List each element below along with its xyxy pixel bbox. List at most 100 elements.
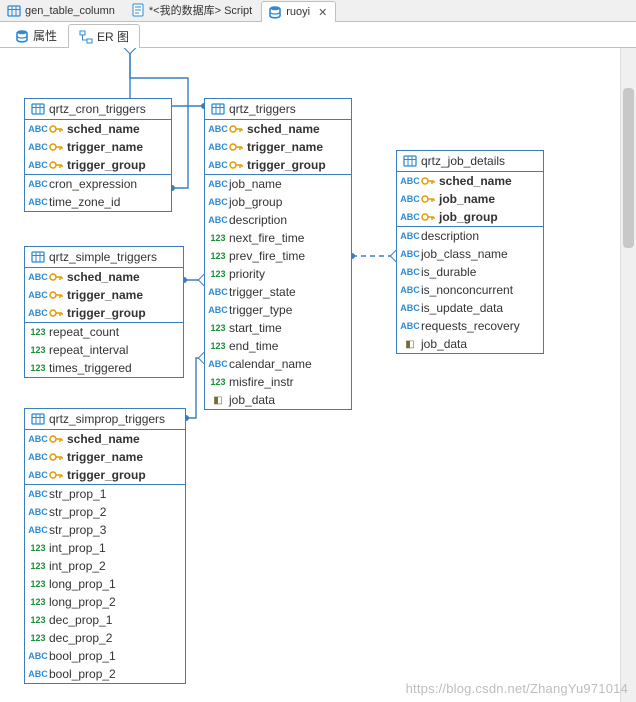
column-name: trigger_name [247,140,323,154]
column-row[interactable]: 123times_triggered [25,359,183,377]
column-name: description [229,213,287,227]
numeric-type-icon: 123 [31,595,45,609]
column-row[interactable]: ABCtime_zone_id [25,193,171,211]
text-type-icon: ABC [31,505,45,519]
column-row[interactable]: 123next_fire_time [205,229,351,247]
column-row[interactable]: ABCtrigger_group [25,466,185,484]
column-row[interactable]: 123repeat_count [25,322,183,341]
table-qrtz_simple_triggers[interactable]: qrtz_simple_triggersABCsched_nameABCtrig… [24,246,184,378]
column-row[interactable]: ABCjob_class_name [397,245,543,263]
column-row[interactable]: ABCrequests_recovery [397,317,543,335]
column-row[interactable]: ABCcalendar_name [205,355,351,373]
column-row[interactable]: 123int_prop_2 [25,557,185,575]
column-row[interactable]: ABCjob_name [205,174,351,193]
column-row[interactable]: ABCsched_name [25,430,185,448]
text-type-icon: ABC [403,247,417,261]
column-row[interactable]: ABCtrigger_name [25,138,171,156]
column-row[interactable]: ABCjob_name [397,190,543,208]
table-header[interactable]: qrtz_simple_triggers [25,247,183,268]
column-row[interactable]: ABCsched_name [25,120,171,138]
column-name: trigger_type [229,303,292,317]
editor-tab-0[interactable]: gen_table_column [0,0,124,21]
column-name: bool_prop_2 [49,667,116,681]
column-row[interactable]: ABCtrigger_type [205,301,351,319]
text-type-icon: ABC [211,122,225,136]
vertical-scrollbar[interactable] [620,48,636,702]
column-row[interactable]: ABCstr_prop_2 [25,503,185,521]
text-type-icon: ABC [211,213,225,227]
column-row[interactable]: ABCis_update_data [397,299,543,317]
column-row[interactable]: ABCtrigger_group [25,304,183,322]
column-row[interactable]: ABCtrigger_name [25,286,183,304]
table-rows: ABCsched_nameABCtrigger_nameABCtrigger_g… [25,120,171,211]
column-row[interactable]: ABCsched_name [397,172,543,190]
column-name: trigger_group [67,468,146,482]
table-rows: ABCsched_nameABCjob_nameABCjob_groupABCd… [397,172,543,353]
editor-tab-1[interactable]: *<我的数据库> Script [124,0,261,21]
column-row[interactable]: ABCbool_prop_2 [25,665,185,683]
table-qrtz_cron_triggers[interactable]: qrtz_cron_triggersABCsched_nameABCtrigge… [24,98,172,212]
text-type-icon: ABC [31,523,45,537]
column-name: description [421,229,479,243]
table-qrtz_simprop_triggers[interactable]: qrtz_simprop_triggersABCsched_nameABCtri… [24,408,186,684]
column-row[interactable]: ◧job_data [205,391,351,409]
column-row[interactable]: 123long_prop_2 [25,593,185,611]
db-icon [15,29,29,43]
table-header[interactable]: qrtz_cron_triggers [25,99,171,120]
numeric-type-icon: 123 [211,375,225,389]
column-row[interactable]: 123int_prop_1 [25,539,185,557]
table-header[interactable]: qrtz_job_details [397,151,543,172]
column-name: bool_prop_1 [49,649,116,663]
column-name: dec_prop_2 [49,631,112,645]
numeric-type-icon: 123 [211,339,225,353]
column-row[interactable]: ABCis_nonconcurrent [397,281,543,299]
column-row[interactable]: ABCtrigger_state [205,283,351,301]
column-row[interactable]: ABCtrigger_name [25,448,185,466]
column-row[interactable]: 123misfire_instr [205,373,351,391]
close-icon[interactable]: ✕ [318,6,327,19]
column-row[interactable]: ◧job_data [397,335,543,353]
column-row[interactable]: ABCtrigger_group [25,156,171,174]
subtab-1[interactable]: ER 图 [68,24,140,48]
table-header[interactable]: qrtz_triggers [205,99,351,120]
column-row[interactable]: ABCjob_group [205,193,351,211]
text-type-icon: ABC [403,265,417,279]
column-row[interactable]: ABCsched_name [25,268,183,286]
column-name: trigger_name [67,288,143,302]
column-row[interactable]: ABCis_durable [397,263,543,281]
column-row[interactable]: ABCcron_expression [25,174,171,193]
column-row[interactable]: 123repeat_interval [25,341,183,359]
column-row[interactable]: 123priority [205,265,351,283]
text-type-icon: ABC [31,649,45,663]
table-qrtz_job_details[interactable]: qrtz_job_detailsABCsched_nameABCjob_name… [396,150,544,354]
subtab-0[interactable]: 属性 [4,23,68,47]
er-canvas[interactable]: https://blog.csdn.net/ZhangYu971014 qrtz… [0,48,636,702]
column-name: is_update_data [421,301,503,315]
column-row[interactable]: 123end_time [205,337,351,355]
table-qrtz_triggers[interactable]: qrtz_triggersABCsched_nameABCtrigger_nam… [204,98,352,410]
column-row[interactable]: ABC description [205,211,351,229]
column-row[interactable]: ABCstr_prop_1 [25,484,185,503]
column-row[interactable]: ABC bool_prop_1 [25,647,185,665]
column-row[interactable]: 123dec_prop_2 [25,629,185,647]
column-name: cron_expression [49,177,137,191]
table-icon [211,102,225,116]
column-name: trigger_name [67,450,143,464]
column-row[interactable]: ABCtrigger_group [205,156,351,174]
column-row[interactable]: 123prev_fire_time [205,247,351,265]
column-row[interactable]: ABCtrigger_name [205,138,351,156]
editor-tab-2[interactable]: ruoyi✕ [261,1,336,22]
column-row[interactable]: ABCsched_name [205,120,351,138]
column-name: sched_name [67,270,140,284]
column-row[interactable]: ABCjob_group [397,208,543,226]
column-name: priority [229,267,265,281]
scrollbar-thumb[interactable] [623,88,634,248]
column-row[interactable]: ABCstr_prop_3 [25,521,185,539]
column-name: long_prop_1 [49,577,116,591]
column-row[interactable]: 123start_time [205,319,351,337]
pk-key-icon [421,174,435,188]
column-row[interactable]: 123dec_prop_1 [25,611,185,629]
table-header[interactable]: qrtz_simprop_triggers [25,409,185,430]
column-row[interactable]: 123long_prop_1 [25,575,185,593]
column-row[interactable]: ABCdescription [397,226,543,245]
